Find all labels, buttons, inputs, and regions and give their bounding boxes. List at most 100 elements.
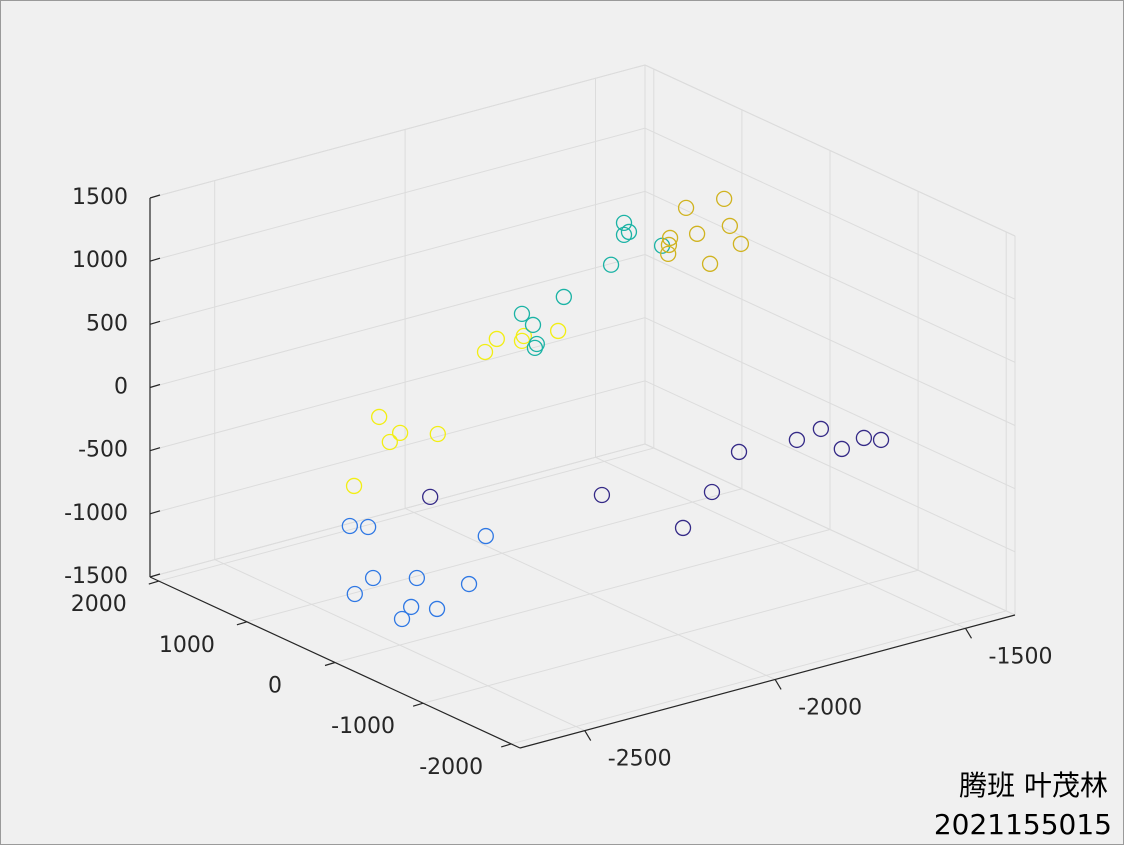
annotation: 腾班 叶茂林: [959, 769, 1108, 802]
z-tick-label: -1500: [64, 564, 128, 589]
z-tick-label: 0: [114, 375, 128, 400]
y-tick: [236, 621, 248, 626]
x-axis-line: [519, 614, 1016, 749]
grid-line: [149, 254, 646, 388]
data-point: [513, 305, 531, 323]
y-tick-label: -2000: [419, 755, 483, 780]
z-tick-label: 500: [86, 311, 128, 336]
x-tick-label: -2500: [608, 747, 672, 772]
z-tick: [149, 447, 161, 452]
grid-line: [246, 488, 743, 623]
data-point: [732, 235, 750, 253]
grid-line: [149, 443, 646, 578]
grid-line: [334, 529, 831, 663]
grid-line: [644, 127, 1016, 300]
data-point: [661, 229, 679, 247]
data-point: [555, 288, 572, 306]
axis-layer: -2500 -2000 -1500 -2000 -1000 0 1000 2000 -1500 -…: [64, 185, 1052, 780]
data-point: [346, 585, 363, 603]
z-tick-label: 1500: [72, 185, 128, 210]
z-tick-label: -500: [78, 438, 128, 463]
y-tick: [324, 661, 336, 667]
z-tick: [149, 320, 161, 325]
z-tick: [149, 510, 161, 515]
y-tick-label: -1000: [331, 714, 395, 739]
y-tick: [501, 743, 512, 748]
grid-line: [644, 380, 1016, 553]
z-tick: [149, 573, 161, 578]
data-point: [476, 343, 494, 361]
grid-line: [644, 317, 1016, 490]
data-point: [715, 190, 733, 208]
data-point: [488, 330, 505, 348]
data-point: [615, 214, 633, 232]
data-point: [549, 322, 567, 340]
z-tick: [149, 383, 161, 389]
data-point: [688, 225, 706, 242]
y-tick-label: 1000: [159, 633, 215, 658]
grid-line: [149, 127, 646, 262]
data-point: [593, 486, 611, 504]
data-point: [872, 431, 890, 449]
data-point: [460, 575, 478, 593]
data-point: [477, 527, 494, 545]
y-tick-label: 0: [268, 674, 282, 699]
data-point: [833, 440, 850, 458]
mark-layer: [341, 190, 890, 628]
data-point: [660, 236, 678, 254]
data-point: [660, 245, 677, 263]
data-point: [403, 598, 420, 616]
data-point: [730, 443, 748, 461]
grid-line: [149, 380, 646, 515]
grid-layer: [149, 64, 1016, 745]
data-point: [391, 424, 409, 442]
data-point: [428, 600, 446, 618]
data-point: [345, 477, 363, 495]
data-point: [526, 339, 544, 357]
grid-line: [644, 443, 1016, 616]
data-point: [620, 223, 638, 241]
x-tick: [964, 627, 973, 639]
data-point: [812, 420, 830, 438]
data-point: [341, 517, 359, 535]
annotation: 2021155015: [934, 808, 1112, 841]
data-point: [788, 431, 806, 449]
data-point: [615, 226, 633, 244]
grid-line: [511, 610, 1007, 745]
data-point: [515, 327, 533, 345]
grid-line: [149, 64, 646, 199]
data-point: [703, 483, 721, 501]
x-tick-label: -1500: [989, 644, 1053, 669]
y-tick: [412, 702, 424, 707]
data-point: [677, 199, 695, 217]
data-point: [359, 518, 377, 536]
data-point: [429, 425, 446, 443]
grid-line: [149, 190, 646, 325]
x-tick: [774, 679, 782, 690]
data-point: [422, 488, 439, 506]
z-tick-label: -1000: [64, 501, 128, 526]
grid-line: [644, 190, 1016, 363]
grid-line: [149, 317, 646, 452]
data-point: [528, 335, 545, 353]
data-point: [371, 408, 388, 426]
grid-line: [422, 569, 919, 704]
data-point: [721, 217, 739, 235]
data-point: [408, 569, 426, 587]
data-point: [855, 429, 873, 447]
data-point: [674, 519, 692, 537]
data-point: [524, 316, 542, 334]
data-point: [602, 256, 620, 273]
grid-line: [158, 447, 654, 582]
grid-line: [644, 254, 1016, 426]
y-tick-label: 2000: [71, 592, 127, 617]
z-tick: [149, 257, 161, 262]
grid-line: [644, 64, 1016, 237]
data-point: [701, 255, 719, 272]
data-point: [393, 610, 411, 628]
y-tick: [148, 580, 159, 585]
z-tick: [149, 194, 161, 199]
